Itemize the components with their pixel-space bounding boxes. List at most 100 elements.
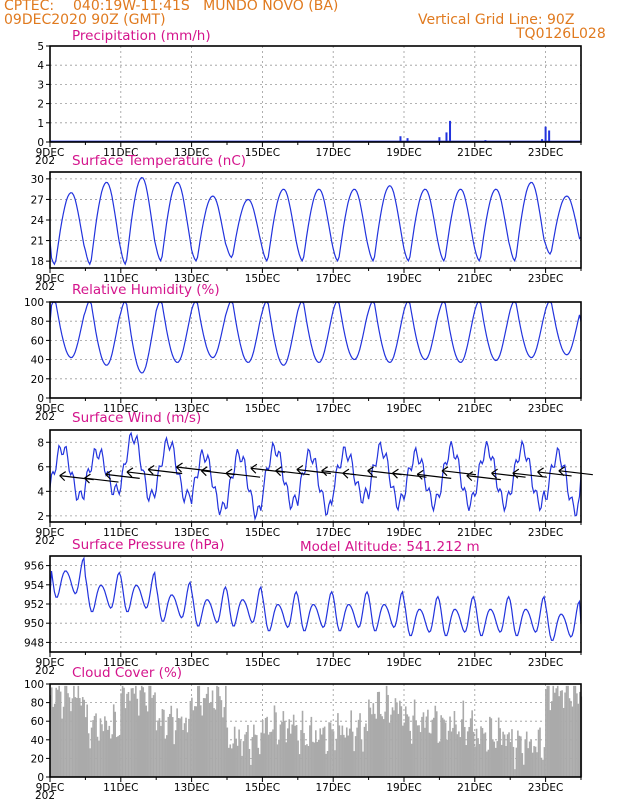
wind-vector-head <box>512 468 520 479</box>
y-tick-label: 80 <box>31 316 44 328</box>
x-tick-label: 23DEC <box>528 657 563 669</box>
cloud-bar <box>343 734 345 777</box>
x-tick-label: 19DEC <box>386 147 421 159</box>
cloud-bar <box>179 718 181 777</box>
cloud-bar <box>359 713 361 777</box>
cloud-bar <box>244 734 246 777</box>
panel-title: Cloud Cover (%) <box>72 665 182 681</box>
cloud-bar <box>567 685 569 777</box>
wind-vector-shaft <box>537 471 572 477</box>
cloud-bar <box>149 685 152 777</box>
cloud-bar <box>449 716 451 777</box>
cloud-bar <box>493 741 496 777</box>
wind-vector-head <box>558 466 566 477</box>
cloud-bar <box>89 748 91 777</box>
cloud-bar <box>522 764 525 777</box>
wind-vector-arrow <box>176 462 211 473</box>
cloud-bar <box>315 730 317 777</box>
cloud-bar <box>440 715 442 777</box>
cloud-bar <box>254 734 257 777</box>
x-year-label: 202 <box>35 281 55 293</box>
y-tick-label: 40 <box>31 735 44 747</box>
panel-rh: Relative Humidity (%) 0 20 40 60 80 100 9DEC 11D… <box>24 282 582 423</box>
cloud-bar <box>146 711 149 777</box>
cloud-bar <box>310 716 313 777</box>
cloud-bar <box>317 739 320 777</box>
x-year-label: 202 <box>35 411 55 423</box>
cloud-bar <box>540 757 543 777</box>
cloud-bar <box>438 741 441 777</box>
cloud-bar <box>59 691 62 777</box>
cloud-bar <box>374 713 376 777</box>
cloud-bar <box>86 704 88 777</box>
cloud-bar <box>118 735 121 777</box>
wind-vector-head <box>250 463 258 474</box>
x-tick-label: 23DEC <box>528 782 563 794</box>
cloud-bar <box>192 710 195 777</box>
cloud-bar <box>303 733 305 777</box>
precip-bar <box>445 132 448 142</box>
cloud-bar <box>286 728 289 777</box>
wind-vector-shaft <box>296 468 331 475</box>
x-tick-label: 19DEC <box>386 657 421 669</box>
cloud-bar <box>233 726 236 777</box>
cloud-bar <box>388 722 391 777</box>
cloud-bar <box>404 706 407 777</box>
x-tick-label: 19DEC <box>386 782 421 794</box>
cloud-bar <box>272 729 274 777</box>
x-year-label: 202 <box>35 665 55 677</box>
cloud-bar <box>356 727 358 777</box>
cloud-bar <box>266 716 268 777</box>
cloud-bar <box>115 737 118 777</box>
cloud-bar <box>247 725 249 777</box>
cloud-bar <box>354 736 357 777</box>
panel-frame <box>49 683 582 778</box>
cloud-bar <box>105 721 108 777</box>
cloud-bar <box>456 734 459 777</box>
x-tick-label: 19DEC <box>386 403 421 415</box>
cloud-bar <box>201 715 204 777</box>
y-tick-label: 948 <box>24 637 44 649</box>
y-tick-label: 4 <box>37 60 44 72</box>
cloud-bar <box>133 693 136 777</box>
cloud-bar <box>483 733 485 777</box>
cloud-bar <box>536 752 538 777</box>
wind-vector-arrow <box>392 468 427 479</box>
temp-series-line <box>49 176 582 266</box>
cloud-bar <box>424 727 426 777</box>
cloud-bar <box>487 749 490 777</box>
cloud-bar <box>50 687 53 777</box>
cloud-bar <box>509 741 512 777</box>
wind-vector-head <box>59 471 67 482</box>
y-tick-label: 5 <box>37 41 44 53</box>
cloud-bar <box>191 697 193 777</box>
panel-title: Relative Humidity (%) <box>72 282 220 298</box>
cloud-bar <box>570 700 572 777</box>
x-tick-label: 21DEC <box>457 782 492 794</box>
wind-vector-shaft <box>275 470 310 476</box>
precip-bar <box>406 138 409 142</box>
cloud-bar <box>452 727 454 777</box>
cloud-bar <box>514 769 516 777</box>
x-tick-label: 13DEC <box>174 273 209 285</box>
cloud-bar <box>409 730 411 777</box>
cloud-bar <box>475 728 478 777</box>
cloud-bar <box>565 685 568 777</box>
cloud-bar <box>129 700 131 777</box>
y-tick-label: 0 <box>37 772 44 784</box>
cloud-bar <box>390 714 392 777</box>
cloud-bar <box>99 718 102 777</box>
cloud-bar <box>109 738 112 777</box>
x-tick-label: 19DEC <box>386 527 421 539</box>
cloud-bar <box>65 685 68 777</box>
cloud-bar <box>95 713 97 777</box>
wind-vector-shaft <box>342 472 377 478</box>
cloud-bar <box>138 715 140 777</box>
x-tick-label: 17DEC <box>315 147 350 159</box>
cloud-bar <box>471 710 473 777</box>
cloud-bar <box>446 739 448 777</box>
cloud-bar <box>520 736 522 777</box>
cloud-bar <box>67 693 69 777</box>
cloud-bar <box>313 742 316 777</box>
cloud-bar <box>363 726 366 777</box>
